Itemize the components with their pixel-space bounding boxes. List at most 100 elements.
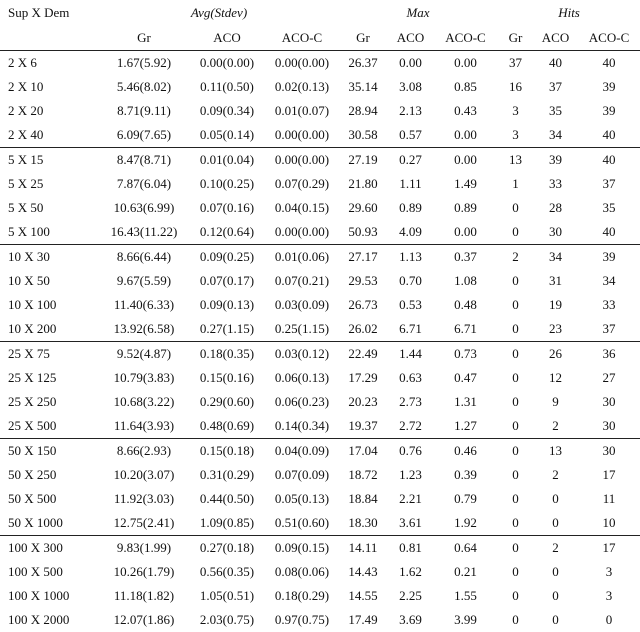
row-label: 50 X 1000 — [8, 515, 63, 530]
table-cell: 0.00 — [433, 147, 499, 172]
table-row: 50 X 250 10.20(3.07) 0.31(0.29) 0.07(0.09) 1… — [0, 463, 640, 487]
table-cell: 1 — [512, 176, 519, 191]
table-cell: 0.73 — [433, 341, 499, 366]
table-cell: 0.48(0.69) — [199, 418, 255, 433]
table-cell: 17 — [602, 467, 616, 482]
table-cell: 12.07(1.86) — [113, 612, 175, 627]
table-cell: 12 — [549, 370, 563, 385]
table-cell: 0.46 — [433, 438, 499, 463]
table-cell: 6.71 — [399, 321, 422, 336]
table-cell: 1.23 — [399, 467, 422, 482]
table-cell: 0 — [512, 394, 519, 409]
table-cell: 0 — [512, 418, 519, 433]
row-label: 5 X 15 — [0, 147, 100, 172]
group-header: Max — [406, 4, 430, 20]
table-cell: 8.47(8.71) — [100, 147, 188, 172]
table-cell: 0.89 — [399, 200, 422, 215]
table-cell: 0.06(0.23) — [274, 394, 330, 409]
table-cell: 2 — [552, 418, 559, 433]
table-cell: 2.03(0.75) — [199, 612, 255, 627]
table-cell: 16 — [509, 79, 523, 94]
table-cell: 39 — [602, 103, 616, 118]
table-cell: 28.94 — [348, 103, 378, 118]
row-group: 2 X 6 1.67(5.92) 0.00(0.00) 0.00(0.00) 26.37… — [0, 50, 640, 148]
table-cell: 17.49 — [348, 612, 378, 627]
table-cell: 0.76 — [388, 438, 434, 463]
group-header: Hits — [558, 4, 580, 20]
table-cell: 4.09 — [399, 224, 422, 239]
table-cell: 39 — [578, 244, 640, 269]
table-cell: 10 — [602, 515, 616, 530]
table-cell: 0.00(0.00) — [274, 127, 330, 142]
table-cell: 34 — [602, 273, 616, 288]
table-cell: 3.99 — [454, 612, 477, 627]
table-cell: 28 — [549, 200, 563, 215]
table-row: 10 X 30 8.66(6.44) 0.09(0.25) 0.01(0.06) 27.… — [0, 244, 640, 269]
table-cell: 40 — [533, 50, 579, 75]
table-cell: 30 — [602, 394, 616, 409]
table-cell: 0.00(0.00) — [266, 50, 339, 75]
table-cell: 31 — [549, 273, 563, 288]
row-label: 25 X 75 — [0, 341, 100, 366]
row-label: 25 X 250 — [8, 394, 57, 409]
table-cell: 8.66(2.93) — [100, 438, 188, 463]
table-cell: 26.37 — [338, 50, 389, 75]
table-cell: 1.31 — [454, 394, 477, 409]
table-cell: 0.57 — [399, 127, 422, 142]
table-cell: 0.05(0.13) — [274, 491, 330, 506]
table-cell: 0.39 — [454, 467, 477, 482]
table-cell: 11.64(3.93) — [113, 418, 175, 433]
column-header: Gr — [356, 29, 370, 45]
table-cell: 14.11 — [338, 535, 389, 560]
table-cell: 36 — [578, 341, 640, 366]
row-label: 100 X 1000 — [8, 588, 70, 603]
table-cell: 0.01(0.06) — [266, 244, 339, 269]
table-cell: 0.53 — [399, 297, 422, 312]
table-cell: 30 — [578, 438, 640, 463]
table-cell: 27 — [602, 370, 616, 385]
table-cell: 0 — [512, 491, 519, 506]
row-label: 10 X 50 — [8, 273, 50, 288]
table-cell: 0.63 — [399, 370, 422, 385]
table-row: 25 X 125 10.79(3.83) 0.15(0.16) 0.06(0.13) 1… — [0, 366, 640, 390]
table-cell: 1.05(0.51) — [199, 588, 255, 603]
row-label: 100 X 2000 — [8, 612, 70, 627]
table-cell: 1.49 — [454, 176, 477, 191]
table-cell: 37 — [602, 321, 616, 336]
table-cell: 0.48 — [454, 297, 477, 312]
table-cell: 0.00(0.00) — [274, 224, 330, 239]
table-cell: 3.08 — [399, 79, 422, 94]
table-row: 100 X 500 10.26(1.79) 0.56(0.35) 0.08(0.06)… — [0, 560, 640, 584]
table-cell: 39 — [602, 79, 616, 94]
column-header: ACO — [541, 29, 570, 45]
table-cell: 0.79 — [454, 491, 477, 506]
row-label: 10 X 200 — [8, 321, 57, 336]
table-cell: 0 — [512, 467, 519, 482]
table-cell: 0.07(0.09) — [274, 467, 330, 482]
table-cell: 0 — [512, 612, 519, 627]
header-cell — [0, 25, 100, 51]
table-row: 100 X 300 9.83(1.99) 0.27(0.18) 0.09(0.15) 1… — [0, 535, 640, 560]
table-cell: 40 — [578, 50, 640, 75]
table-cell: 0.56(0.35) — [199, 564, 255, 579]
table-cell: 0.06(0.13) — [274, 370, 330, 385]
table-cell: 0 — [512, 321, 519, 336]
table-cell: 40 — [602, 127, 616, 142]
table-cell: 0 — [552, 588, 559, 603]
table-cell: 0.21 — [454, 564, 477, 579]
column-header: Gr — [508, 29, 523, 45]
table-cell: 0.14(0.34) — [274, 418, 330, 433]
table-cell: 0.44(0.50) — [199, 491, 255, 506]
table-cell: 0.00(0.00) — [188, 50, 266, 75]
table-cell: 30.58 — [348, 127, 378, 142]
table-cell: 27.17 — [338, 244, 389, 269]
table-cell: 3 — [512, 127, 519, 142]
table-cell: 0.43 — [454, 103, 477, 118]
table-cell: 3 — [605, 588, 613, 603]
table-cell: 27.19 — [338, 147, 389, 172]
table-cell: 0.85 — [454, 79, 477, 94]
row-group: 100 X 300 9.83(1.99) 0.27(0.18) 0.09(0.15) 1… — [0, 535, 640, 632]
table-cell: 0.64 — [433, 535, 499, 560]
table-cell: 0.07(0.17) — [199, 273, 255, 288]
